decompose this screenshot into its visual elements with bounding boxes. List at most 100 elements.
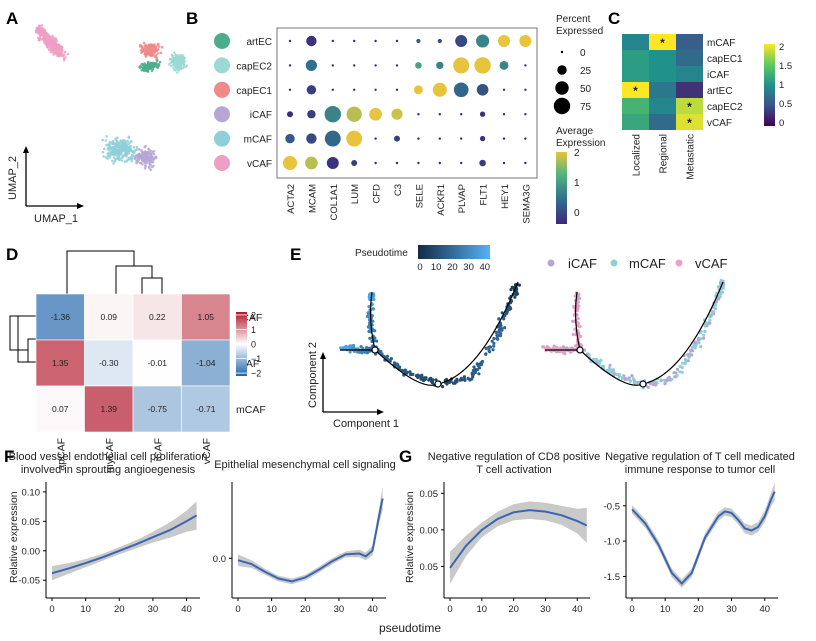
umap-point bbox=[155, 56, 158, 59]
trajectory-cell bbox=[607, 367, 612, 371]
trajectory-cell bbox=[492, 344, 496, 348]
dotplot-frame bbox=[276, 27, 538, 179]
dotplot-dot bbox=[282, 155, 298, 171]
umap-point bbox=[150, 152, 153, 156]
x-tick-label: 30 bbox=[148, 604, 159, 615]
panel-e: E Pseudotime 0 10 20 30 40 iCAF mCAF vCAF Co… bbox=[290, 245, 728, 430]
x-tick-label: 40 bbox=[181, 604, 192, 615]
pseudotime-colorbar-label: 20 bbox=[447, 262, 458, 273]
dotplot-dot bbox=[438, 161, 441, 165]
trajectory-cell bbox=[595, 357, 599, 361]
trajectory-cell bbox=[545, 345, 549, 349]
umap-point bbox=[179, 66, 182, 69]
dotplot-dot bbox=[394, 135, 400, 142]
heatmap-d-col-label: iCAF bbox=[152, 438, 164, 461]
trajectory-cell bbox=[663, 382, 667, 386]
dotplot-dot bbox=[524, 113, 527, 116]
y-tick-label: -1.0 bbox=[604, 537, 620, 548]
percent-legend-label: 75 bbox=[580, 102, 592, 113]
trajectory-cell bbox=[576, 306, 580, 310]
dotplot-dot bbox=[476, 83, 489, 96]
trajectory-cell bbox=[697, 341, 701, 345]
trajectory-cell bbox=[358, 350, 362, 354]
heatmap-c-col-label: Localized bbox=[632, 134, 643, 176]
umap-point bbox=[144, 45, 148, 49]
umap-point bbox=[149, 51, 153, 54]
dotplot-row-labels: artEC capEC2 capEC1 iCAF mCAF vCAF bbox=[214, 33, 272, 171]
heatmap-c-row-label: capEC1 bbox=[707, 54, 743, 65]
umap-point bbox=[129, 141, 132, 144]
trajectory-cell bbox=[675, 374, 679, 378]
average-legend-title-1: Average bbox=[556, 126, 594, 137]
dotplot-dot bbox=[326, 157, 339, 169]
legend-dot-vcaf bbox=[675, 259, 683, 267]
trajectory-cell bbox=[561, 345, 566, 349]
umap-point bbox=[155, 58, 159, 62]
umap-point bbox=[114, 141, 118, 145]
dotplot-row-label: iCAF bbox=[250, 110, 272, 121]
trajectory-cell bbox=[701, 336, 706, 340]
heatmap-c-cell bbox=[622, 98, 649, 114]
dotplot-dot bbox=[479, 135, 486, 142]
umap-point bbox=[112, 151, 116, 155]
umap-point bbox=[142, 68, 146, 71]
plot-f1-title-line2: involved in sprouting angioegenesis bbox=[21, 464, 196, 476]
trajectory-cell bbox=[623, 376, 627, 380]
umap-point bbox=[181, 54, 185, 57]
trajectory-cell bbox=[372, 297, 376, 301]
trajectory-cell bbox=[683, 361, 688, 365]
x-tick-label: 20 bbox=[508, 604, 519, 615]
umap-point bbox=[51, 34, 54, 38]
dotplot-dot bbox=[453, 57, 470, 74]
y-tick-label: 0.00 bbox=[420, 525, 439, 536]
heatmap-d-value: 0.07 bbox=[52, 404, 69, 414]
umap-point bbox=[108, 156, 112, 159]
heatmap-c-cell bbox=[676, 98, 703, 114]
dotplot-dot bbox=[524, 64, 527, 67]
trajectory-cell bbox=[421, 379, 426, 383]
umap-point bbox=[147, 46, 151, 49]
heatmap-c-cell bbox=[649, 66, 676, 82]
umap-point bbox=[112, 156, 116, 159]
umap-point bbox=[109, 152, 113, 156]
y-tick-label: 0.05 bbox=[420, 562, 439, 573]
pseudotime-colorbar-label: 0 bbox=[417, 262, 422, 273]
umap-point bbox=[137, 158, 140, 161]
umap-point bbox=[53, 45, 57, 49]
dotplot-dot bbox=[374, 39, 377, 43]
heatmap-c-cell bbox=[622, 66, 649, 82]
trajectory-cell bbox=[719, 278, 723, 282]
umap-point bbox=[125, 154, 128, 157]
dotplot-dot bbox=[438, 137, 441, 140]
trajectory-cell bbox=[587, 353, 591, 357]
panel-f: F Blood vessel endothelial cell prolifer… bbox=[4, 447, 396, 615]
percent-legend-dot bbox=[553, 97, 571, 115]
dotplot-dot bbox=[417, 161, 420, 165]
trajectory-cell bbox=[558, 346, 563, 350]
dotplot-dot bbox=[331, 88, 334, 92]
dotplot-dot bbox=[474, 57, 491, 74]
trajectory-cell bbox=[471, 372, 475, 376]
trajectory-cell bbox=[463, 377, 467, 381]
heatmap-d-value: -0.71 bbox=[196, 404, 216, 414]
heatmap-d-cell bbox=[181, 339, 231, 387]
average-legend-title-2: Expression bbox=[556, 138, 605, 149]
umap-point bbox=[47, 34, 51, 37]
dotplot-dot bbox=[331, 39, 334, 43]
umap-point bbox=[155, 156, 158, 160]
heatmap-c-row-label: artEC bbox=[707, 86, 733, 97]
pseudotime-colorbar bbox=[418, 245, 490, 259]
trajectory-cell bbox=[572, 305, 576, 309]
heatmap-d-value: -0.01 bbox=[148, 358, 168, 368]
viridis-colorbar-label: 0 bbox=[779, 118, 784, 129]
umap-point bbox=[61, 52, 64, 56]
legend-dot-mcaf bbox=[610, 259, 618, 267]
heatmap-d-value: 1.05 bbox=[197, 312, 214, 322]
trajectory-cell bbox=[367, 305, 371, 309]
trajectory-cell bbox=[370, 314, 374, 318]
umap-point bbox=[148, 43, 152, 47]
trajectory-cell bbox=[400, 368, 404, 372]
trajectory-cell bbox=[471, 368, 475, 373]
heatmap-c-cell bbox=[649, 98, 676, 114]
trajectory-cell bbox=[419, 377, 423, 381]
